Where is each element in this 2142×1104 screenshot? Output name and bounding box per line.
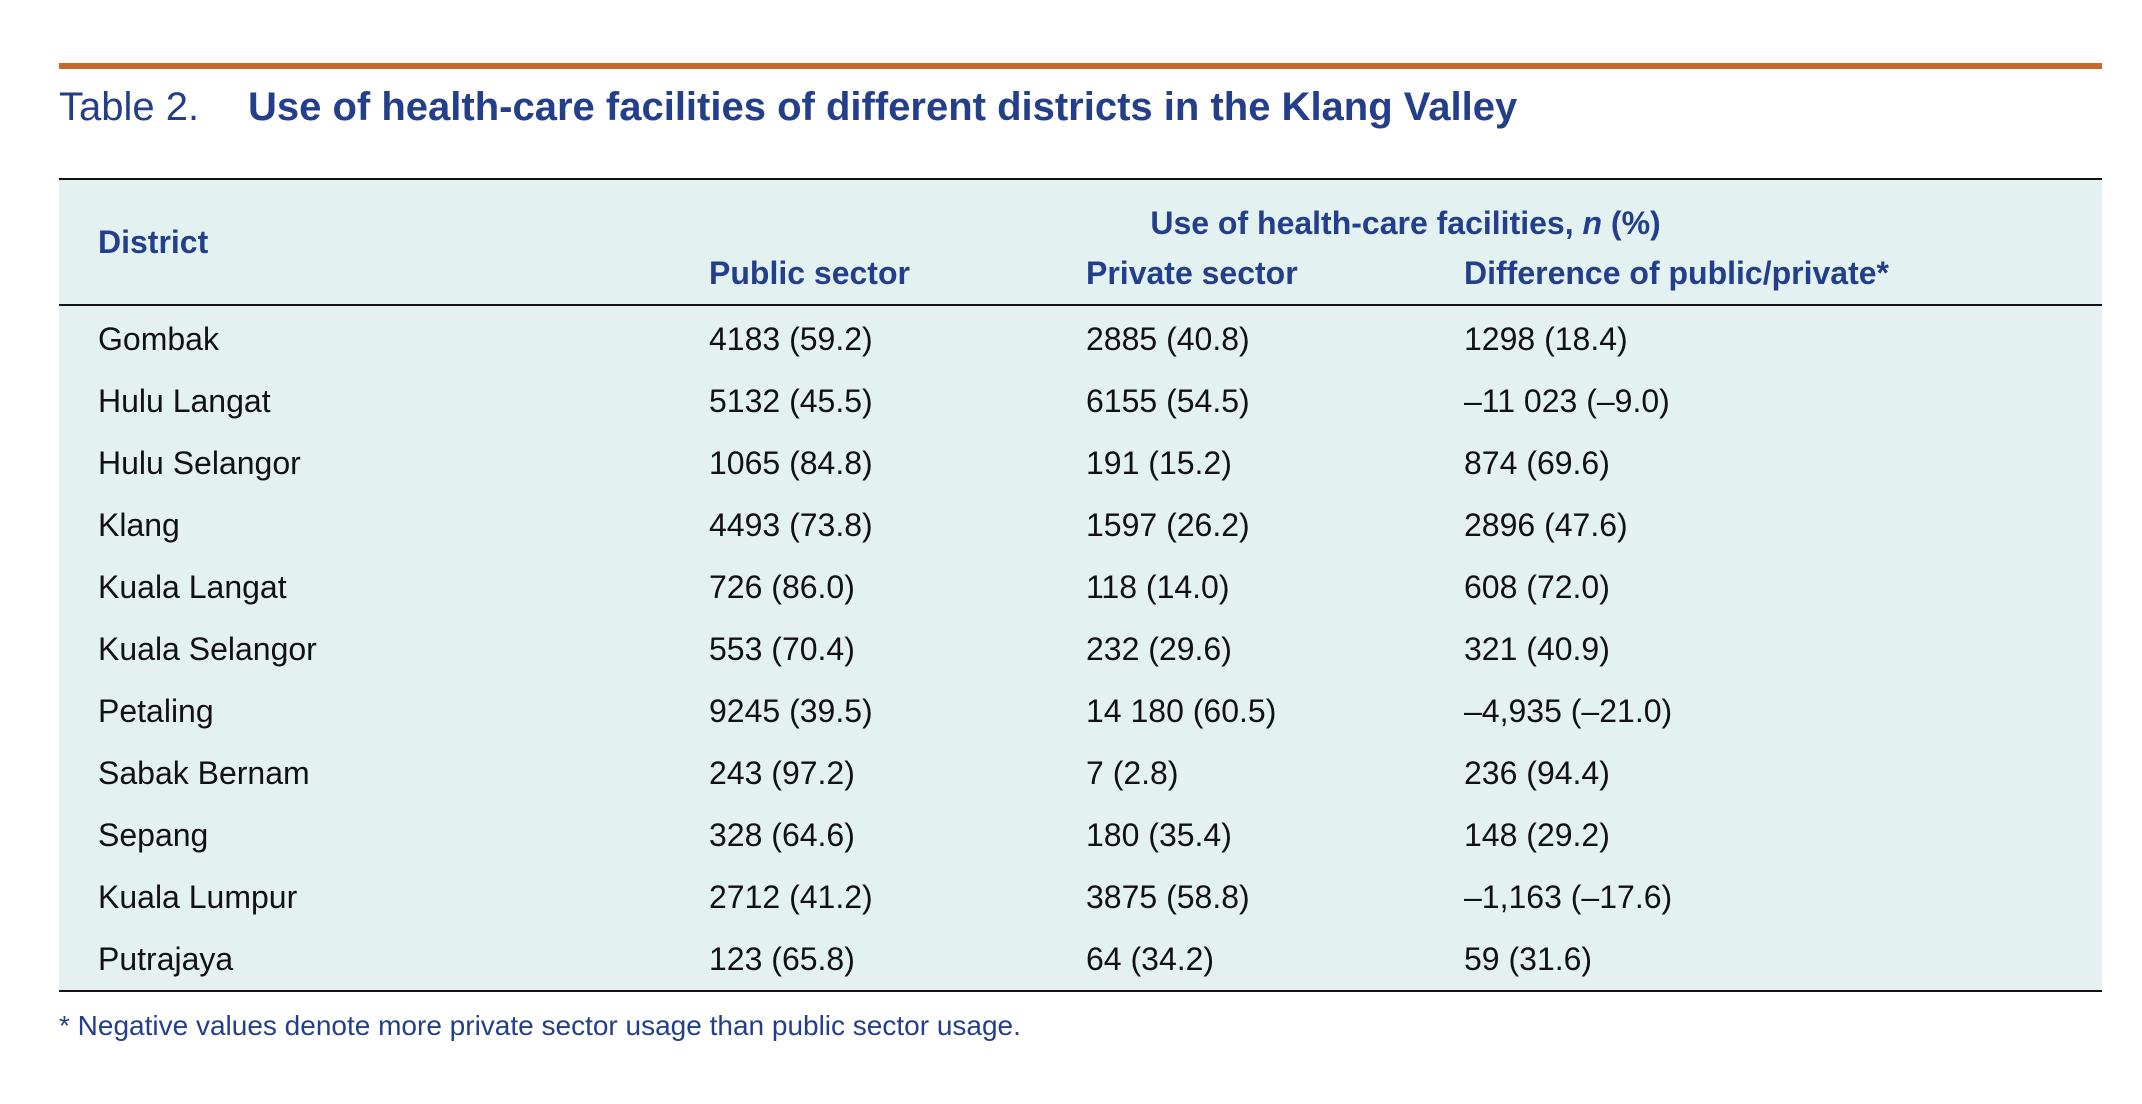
cell-public: 2712 (41.2)	[709, 878, 873, 915]
cell-district: Kuala Langat	[98, 568, 287, 605]
table-row: Kuala Selangor 553 (70.4) 232 (29.6) 321 (4…	[59, 618, 2102, 680]
table-title: Use of health-care facilities of differe…	[248, 85, 1518, 129]
cell-difference: 59 (31.6)	[1464, 940, 1593, 977]
cell-private: 191 (15.2)	[1086, 444, 1232, 481]
cell-district: Klang	[98, 506, 180, 543]
cell-district: Sepang	[98, 816, 209, 853]
cell-district: Putrajaya	[98, 940, 234, 977]
cell-public: 243 (97.2)	[709, 754, 855, 791]
cell-private: 6155 (54.5)	[1086, 382, 1250, 419]
cell-difference: –1,163 (–17.6)	[1464, 878, 1673, 915]
column-header-difference: Difference of public/private*	[1464, 242, 2103, 306]
cell-private: 64 (34.2)	[1086, 940, 1215, 977]
cell-public: 123 (65.8)	[709, 940, 855, 977]
cell-private: 180 (35.4)	[1086, 816, 1232, 853]
cell-district: Sabak Bernam	[98, 754, 310, 791]
cell-private: 7 (2.8)	[1086, 754, 1179, 791]
table-row: Gombak 4183 (59.2) 2885 (40.8) 1298 (18.4)	[59, 305, 2102, 370]
cell-district: Petaling	[98, 692, 214, 729]
cell-public: 4493 (73.8)	[709, 506, 873, 543]
table-row: Petaling 9245 (39.5) 14 180 (60.5) –4,935 (…	[59, 680, 2102, 742]
data-table: District Use of health-care facilities, …	[59, 180, 2103, 990]
cell-private: 14 180 (60.5)	[1086, 692, 1277, 729]
table-row: Sabak Bernam 243 (97.2) 7 (2.8) 236 (94.4)	[59, 742, 2102, 804]
cell-difference: 1298 (18.4)	[1464, 320, 1628, 357]
cell-district: Kuala Selangor	[98, 630, 317, 667]
table-row: Kuala Lumpur 2712 (41.2) 3875 (58.8) –1,163…	[59, 866, 2102, 928]
column-header-private: Private sector	[1086, 242, 1464, 306]
table-row: Putrajaya 123 (65.8) 64 (34.2) 59 (31.6)	[59, 928, 2102, 990]
table-footnote: * Negative values denote more private se…	[59, 1010, 1021, 1041]
header-row-sub: Public sector Private sector Difference …	[59, 242, 2103, 306]
header-row-group: District Use of health-care facilities, …	[59, 180, 2102, 306]
cell-public: 328 (64.6)	[709, 816, 855, 853]
cell-difference: –11 023 (–9.0)	[1464, 382, 1670, 419]
cell-district: Hulu Selangor	[98, 444, 301, 481]
cell-difference: 236 (94.4)	[1464, 754, 1610, 791]
table-row: Hulu Selangor 1065 (84.8) 191 (15.2) 874 (6…	[59, 432, 2102, 494]
table-row: Kuala Langat 726 (86.0) 118 (14.0) 608 (72.…	[59, 556, 2102, 618]
cell-private: 1597 (26.2)	[1086, 506, 1250, 543]
group-header-prefix: Use of health-care facilities,	[1150, 205, 1583, 241]
cell-district: Kuala Lumpur	[98, 878, 298, 915]
column-header-district: District	[59, 180, 709, 306]
cell-difference: 608 (72.0)	[1464, 568, 1610, 605]
table-row: Klang 4493 (73.8) 1597 (26.2) 2896 (47.6)	[59, 494, 2102, 556]
cell-difference: 2896 (47.6)	[1464, 506, 1628, 543]
cell-public: 5132 (45.5)	[709, 382, 873, 419]
cell-public: 1065 (84.8)	[709, 444, 873, 481]
cell-public: 4183 (59.2)	[709, 320, 873, 357]
cell-public: 9245 (39.5)	[709, 692, 873, 729]
table-row: Hulu Langat 5132 (45.5) 6155 (54.5) –11 023…	[59, 370, 2102, 432]
cell-district: Hulu Langat	[98, 382, 271, 419]
table-caption: Table 2. Use of health-care facilities of…	[59, 80, 1517, 134]
table-label: Table 2.	[59, 85, 200, 129]
cell-difference: 148 (29.2)	[1464, 816, 1610, 853]
table-body: Gombak 4183 (59.2) 2885 (40.8) 1298 (18.4) H…	[59, 305, 2102, 990]
cell-private: 232 (29.6)	[1086, 630, 1232, 667]
cell-difference: 874 (69.6)	[1464, 444, 1610, 481]
group-header-italic: n	[1582, 205, 1603, 241]
cell-difference: –4,935 (–21.0)	[1464, 692, 1673, 729]
cell-public: 726 (86.0)	[709, 568, 855, 605]
top-accent-rule	[59, 63, 2102, 69]
cell-private: 2885 (40.8)	[1086, 320, 1250, 357]
data-table-container: District Use of health-care facilities, …	[59, 178, 2103, 992]
cell-private: 118 (14.0)	[1086, 568, 1230, 605]
cell-public: 553 (70.4)	[709, 630, 855, 667]
column-header-public: Public sector	[709, 242, 1086, 306]
cell-district: Gombak	[98, 320, 219, 357]
cell-private: 3875 (58.8)	[1086, 878, 1250, 915]
table-row: Sepang 328 (64.6) 180 (35.4) 148 (29.2)	[59, 804, 2102, 866]
group-header-suffix: (%)	[1602, 205, 1661, 241]
column-group-header: Use of health-care facilities, n (%)	[709, 180, 2102, 242]
cell-difference: 321 (40.9)	[1464, 630, 1610, 667]
